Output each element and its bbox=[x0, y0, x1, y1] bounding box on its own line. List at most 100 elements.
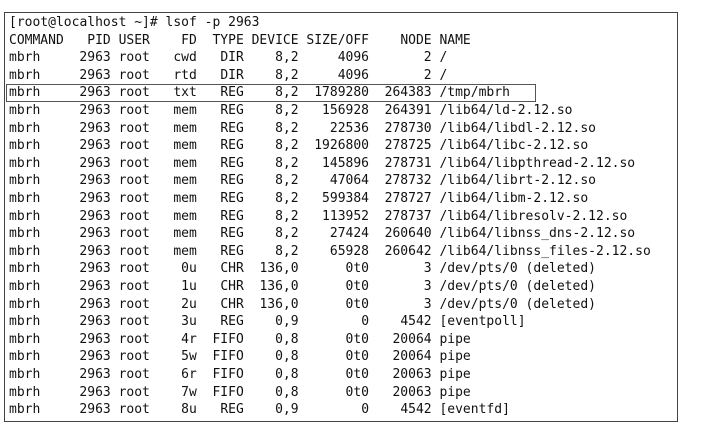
node-cell: 264391 bbox=[384, 103, 432, 118]
name-cell: pipe bbox=[439, 331, 471, 347]
name-cell: / bbox=[439, 50, 448, 66]
node-cell: 4542 bbox=[400, 314, 432, 330]
user-cell: root bbox=[118, 314, 150, 330]
name-cell: /tmp/mbrh bbox=[439, 85, 510, 101]
type-cell: TYPE bbox=[212, 32, 244, 48]
pid-cell: PID bbox=[87, 32, 111, 48]
command-cell: mbrh bbox=[9, 243, 41, 259]
size-off-cell: 145896 bbox=[322, 155, 370, 171]
size-off-cell: 0t0 bbox=[345, 296, 370, 312]
type-cell: DIR bbox=[220, 67, 244, 83]
node-cell: 20064 bbox=[392, 349, 432, 365]
user-cell: root bbox=[118, 67, 150, 83]
pid-cell: 2963 bbox=[79, 67, 111, 83]
fd-cell: 2u bbox=[181, 296, 197, 312]
node-cell: 3 bbox=[423, 296, 432, 312]
pid-cell: 2963 bbox=[79, 103, 111, 118]
file-row: mbrh 2963 root mem REG 8,2 22536 278730/lib64/l… bbox=[9, 120, 669, 138]
name-cell: /lib64/libm-2.12.so bbox=[439, 191, 589, 206]
user-cell: root bbox=[118, 50, 150, 66]
size-off-cell: 22536 bbox=[329, 120, 370, 136]
pid-cell: 2963 bbox=[79, 243, 111, 259]
device-cell: 8,2 bbox=[275, 85, 299, 101]
type-cell: REG bbox=[220, 103, 244, 118]
user-cell: root bbox=[118, 384, 150, 400]
device-cell: 8,2 bbox=[275, 191, 299, 206]
command-cell: mbrh bbox=[9, 138, 41, 154]
command-cell: mbrh bbox=[9, 367, 41, 382]
node-cell: 264383 bbox=[384, 85, 432, 101]
name-cell: /lib64/libnss_files-2.12.so bbox=[439, 243, 651, 259]
name-cell: /lib64/ld-2.12.so bbox=[439, 103, 573, 118]
device-cell: 0,8 bbox=[275, 367, 299, 382]
command-cell: mbrh bbox=[9, 349, 41, 365]
command-cell: mbrh bbox=[9, 103, 41, 118]
user-cell: root bbox=[118, 85, 150, 101]
command-cell: mbrh bbox=[9, 314, 41, 330]
command-cell: mbrh bbox=[9, 296, 41, 312]
type-cell: REG bbox=[220, 120, 244, 136]
pid-cell: 2963 bbox=[79, 191, 111, 206]
file-row: mbrh 2963 root 2u CHR 136,0 0t0 3/dev/pts/0 (de… bbox=[9, 296, 669, 314]
user-cell: root bbox=[118, 120, 150, 136]
name-cell: /lib64/libnss_dns-2.12.so bbox=[439, 226, 636, 242]
size-off-cell: 156928 bbox=[322, 103, 370, 118]
file-row: mbrh 2963 root cwd DIR 8,2 4096 2 / bbox=[9, 49, 669, 67]
name-cell: /dev/pts/0 (deleted) bbox=[439, 279, 596, 294]
device-cell: 8,2 bbox=[275, 120, 299, 136]
node-cell: 3 bbox=[423, 261, 432, 277]
pid-cell: 2963 bbox=[79, 349, 111, 365]
user-cell: root bbox=[118, 367, 150, 382]
fd-cell: rtd bbox=[173, 67, 197, 83]
device-cell: 0,8 bbox=[275, 331, 299, 347]
command-cell: mbrh bbox=[9, 402, 41, 418]
type-cell: REG bbox=[220, 173, 244, 189]
node-cell: 2 bbox=[423, 50, 432, 66]
type-cell: REG bbox=[220, 243, 244, 259]
type-cell: FIFO bbox=[212, 384, 244, 400]
device-cell: 8,2 bbox=[275, 103, 299, 118]
user-cell: root bbox=[118, 331, 150, 347]
size-off-cell: 0t0 bbox=[345, 384, 370, 400]
pid-cell: 2963 bbox=[79, 402, 111, 418]
node-cell: 260640 bbox=[384, 226, 432, 242]
file-row: mbrh 2963 root 4r FIFO 0,8 0t0 20064 pipe bbox=[9, 331, 669, 349]
highlight-box bbox=[6, 83, 536, 102]
name-cell: /lib64/libdl-2.12.so bbox=[439, 120, 596, 136]
name-cell: /lib64/libresolv-2.12.so bbox=[439, 208, 628, 224]
file-row: mbrh 2963 root 0u CHR 136,0 0t0 3/dev/pts/0 (de… bbox=[9, 260, 669, 278]
node-cell: 20063 bbox=[392, 367, 432, 382]
fd-cell: 1u bbox=[181, 279, 197, 294]
file-row: mbrh 2963 root 3u REG 0,9 0 4542 [eventpoll] bbox=[9, 313, 669, 331]
node-cell: 278737 bbox=[384, 208, 432, 224]
size-off-cell: 0t0 bbox=[345, 279, 370, 294]
command-cell: mbrh bbox=[9, 67, 41, 83]
size-off-cell: 27424 bbox=[329, 226, 370, 242]
fd-cell: 6r bbox=[181, 367, 197, 382]
fd-cell: 7w bbox=[181, 384, 197, 400]
fd-cell: mem bbox=[173, 103, 197, 118]
user-cell: root bbox=[118, 243, 150, 259]
command-cell: mbrh bbox=[9, 261, 41, 277]
file-row: mbrh 2963 root mem REG 8,2 65928 260642/lib64/l… bbox=[9, 243, 669, 261]
user-cell: root bbox=[118, 173, 150, 189]
type-cell: REG bbox=[220, 314, 244, 330]
size-off-cell: 65928 bbox=[329, 243, 370, 259]
name-cell: / bbox=[439, 67, 448, 83]
device-cell: 136,0 bbox=[259, 261, 299, 277]
user-cell: root bbox=[118, 138, 150, 154]
node-cell: 20063 bbox=[392, 384, 432, 400]
type-cell: CHR bbox=[220, 296, 244, 312]
user-cell: USER bbox=[118, 32, 150, 48]
pid-cell: 2963 bbox=[79, 120, 111, 136]
user-cell: root bbox=[118, 191, 150, 206]
device-cell: 136,0 bbox=[259, 279, 299, 294]
type-cell: FIFO bbox=[212, 349, 244, 365]
file-row: mbrh 2963 root mem REG 8,2 145896 278731/lib64/… bbox=[9, 155, 669, 173]
pid-cell: 2963 bbox=[79, 226, 111, 242]
pid-cell: 2963 bbox=[79, 155, 111, 171]
device-cell: 8,2 bbox=[275, 226, 299, 242]
header-row: COMMAND PID USER FD TYPE DEVICE SIZE/OFF NODE NA… bbox=[9, 32, 669, 50]
type-cell: REG bbox=[220, 155, 244, 171]
type-cell: FIFO bbox=[212, 367, 244, 382]
